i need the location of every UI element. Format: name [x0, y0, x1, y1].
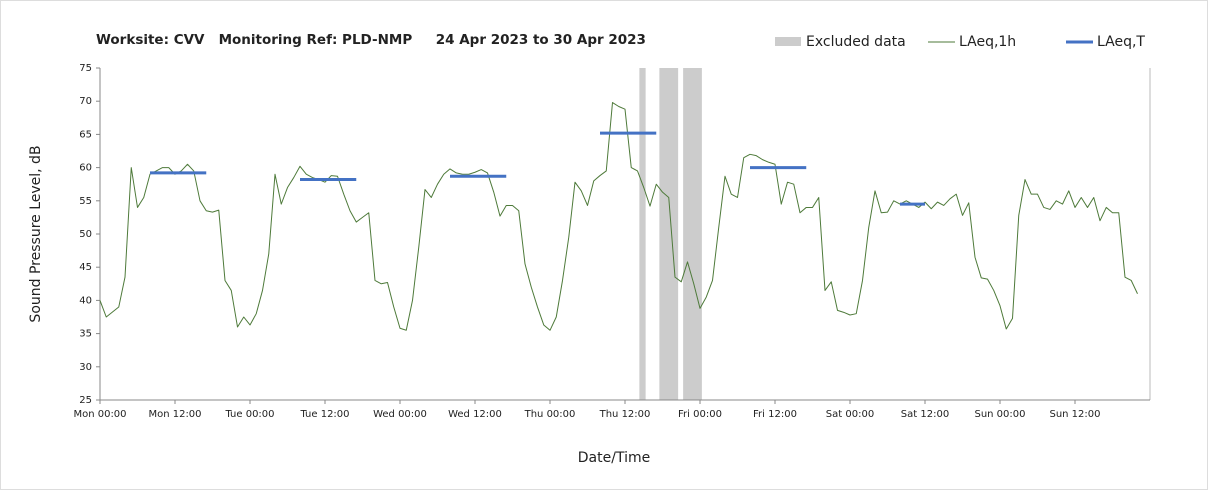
series-line [150, 131, 925, 206]
y-axis-label: Sound Pressure Level, dB [28, 145, 44, 322]
y-tick-label: 50 [79, 229, 92, 240]
x-tick-label: Thu 12:00 [599, 409, 651, 420]
legend-label: LAeq,1h [959, 34, 1016, 50]
y-tick-label: 45 [79, 262, 92, 273]
legend-label: Excluded data [806, 34, 906, 50]
x-tick-label: Sat 00:00 [826, 409, 874, 420]
legend-label: LAeq,T [1097, 34, 1145, 50]
excluded-band [659, 68, 679, 400]
y-tick-label: 35 [79, 329, 92, 340]
x-tick-label: Thu 00:00 [524, 409, 576, 420]
x-tick-label: Mon 12:00 [148, 409, 201, 420]
x-tick-label: Tue 12:00 [299, 409, 349, 420]
x-tick-label: Wed 00:00 [373, 409, 427, 420]
x-tick-label: Mon 00:00 [73, 409, 126, 420]
y-tick-label: 65 [79, 129, 92, 140]
y-tick-label: 25 [79, 395, 92, 406]
x-tick-label: Sun 00:00 [974, 409, 1025, 420]
x-tick-label: Tue 00:00 [224, 409, 274, 420]
y-tick-label: 75 [79, 63, 92, 74]
excluded-band [683, 68, 702, 400]
legend-swatch-excluded [775, 37, 801, 46]
x-tick-label: Fri 00:00 [678, 409, 722, 420]
excluded-band [639, 68, 646, 400]
y-tick-label: 30 [79, 362, 92, 373]
chart-title: Worksite: CVV Monitoring Ref: PLD-NMP 24… [96, 32, 646, 48]
x-tick-label: Sat 12:00 [901, 409, 949, 420]
y-tick-label: 40 [79, 295, 92, 306]
x-tick-label: Wed 12:00 [448, 409, 502, 420]
x-tick-label: Sun 12:00 [1049, 409, 1100, 420]
x-tick-label: Fri 12:00 [753, 409, 797, 420]
y-tick-label: 70 [79, 96, 92, 107]
series-line [99, 102, 1138, 331]
x-axis-label: Date/Time [578, 450, 650, 466]
y-tick-label: 55 [79, 196, 92, 207]
y-tick-label: 60 [79, 163, 92, 174]
